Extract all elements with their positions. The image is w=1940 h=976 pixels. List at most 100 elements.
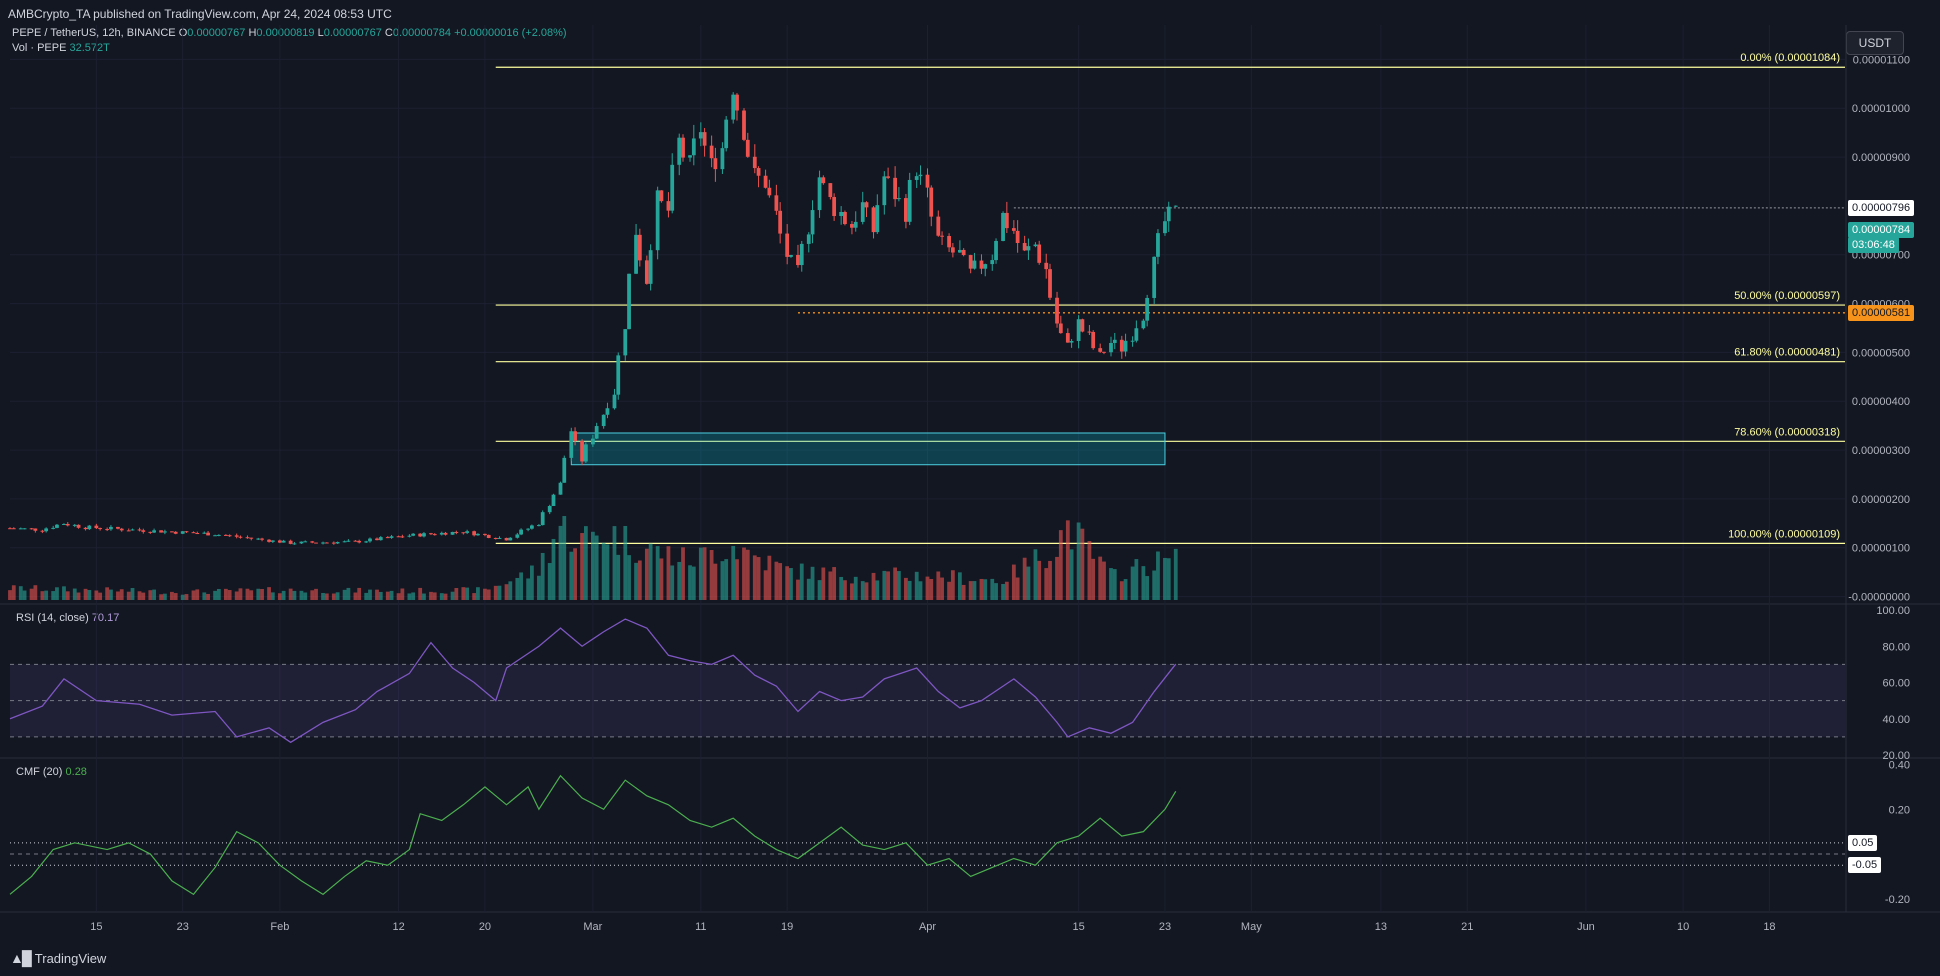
candle-body	[411, 533, 416, 536]
candle-body	[537, 525, 541, 527]
candle-body	[785, 233, 790, 257]
candle-body	[8, 528, 12, 530]
volume-bar	[778, 563, 783, 600]
tradingview-mark-icon: ▲█	[10, 950, 32, 966]
rsi-tick-label: 40.00	[1882, 714, 1910, 726]
volume-bar	[526, 578, 531, 600]
volume-bar	[40, 591, 45, 600]
candle-body	[720, 148, 725, 170]
time-tick-label: Jun	[1577, 921, 1595, 933]
candle-body	[875, 205, 880, 233]
candle-body	[936, 216, 941, 236]
candle-body	[688, 155, 692, 158]
fib-level-label: 0.00% (0.00001084)	[1740, 52, 1840, 64]
volume-bar	[109, 589, 113, 600]
cmf-upper-reference-tag: 0.05	[1848, 834, 1878, 851]
volume-bar	[465, 587, 470, 600]
price-tick-label: 0.00000100	[1852, 543, 1910, 555]
volume-bar	[1152, 570, 1157, 600]
candle-body	[55, 524, 59, 528]
volume-bar	[1109, 568, 1113, 600]
candle-body	[979, 260, 984, 269]
volume-bar	[76, 592, 81, 600]
volume-bar	[594, 535, 599, 600]
volume-bar	[411, 592, 416, 600]
volume-bar	[810, 566, 815, 600]
price-tick-label: 0.00000200	[1852, 494, 1910, 506]
volume-legend: Vol · PEPE 32.572T	[12, 42, 110, 54]
volume-bar	[223, 588, 228, 600]
candle-body	[864, 202, 869, 208]
candle-body	[789, 254, 793, 257]
candle-body	[51, 527, 56, 529]
volume-bar	[163, 593, 167, 600]
volume-bar	[994, 583, 998, 600]
candle-body	[1134, 328, 1139, 341]
volume-bar	[1004, 581, 1009, 600]
price-tick-label: 0.00000900	[1852, 152, 1910, 164]
candle-body	[439, 532, 444, 535]
volume-bar	[184, 594, 189, 600]
candle-body	[422, 533, 426, 537]
candle-body	[1033, 244, 1038, 247]
time-tick-label: 21	[1461, 921, 1473, 933]
candle-body	[634, 234, 638, 274]
high-label: H	[248, 27, 257, 39]
time-tick-label: 18	[1763, 921, 1775, 933]
volume-bar	[508, 581, 513, 600]
ohlc-legend: PEPE / TetherUS, 12h, BINANCE O0.0000076…	[12, 27, 567, 39]
candle-body	[94, 525, 99, 529]
volume-bar	[454, 588, 459, 600]
candle-body	[778, 210, 783, 234]
candle-body	[882, 176, 887, 206]
price-tick-label: 0.00000500	[1852, 347, 1910, 359]
candle-body	[767, 187, 772, 196]
candle-body	[418, 533, 423, 537]
candle-body	[839, 211, 844, 217]
volume-bar	[1065, 520, 1070, 600]
candle-body	[655, 190, 660, 251]
volume-bar	[234, 591, 239, 600]
volume-bar	[735, 559, 739, 600]
candle-body	[483, 533, 487, 535]
candle-body	[83, 527, 88, 530]
volume-bar	[904, 577, 908, 600]
time-tick-label: 23	[1159, 921, 1171, 933]
volume-bar	[1033, 549, 1038, 600]
candle-body	[238, 536, 243, 538]
volume-bar	[267, 587, 271, 600]
candle-body	[141, 530, 146, 532]
volume-bar	[634, 562, 638, 600]
volume-bar	[191, 590, 196, 600]
time-tick-label: May	[1241, 921, 1262, 933]
time-tick-label: Feb	[270, 921, 289, 933]
volume-bar	[310, 590, 315, 600]
volume-bar	[990, 578, 995, 600]
candle-body	[1080, 319, 1085, 332]
candle-body	[821, 177, 826, 184]
candle-body	[796, 254, 800, 266]
volume-bar	[659, 558, 664, 600]
candle-body	[648, 250, 653, 284]
candle-body	[33, 528, 38, 531]
candle-body	[583, 444, 588, 462]
volume-bar	[742, 547, 746, 600]
candle-body	[914, 176, 919, 180]
candle-body	[256, 538, 261, 540]
rsi-title: RSI (14, close)	[16, 612, 89, 624]
volume-bar	[961, 584, 966, 600]
volume-bar	[785, 566, 790, 600]
candle-body	[1163, 221, 1167, 234]
candle-body	[342, 541, 347, 543]
volume-bar	[1123, 579, 1128, 600]
candle-body	[904, 198, 908, 222]
price-tick-label: 0.00001100	[1853, 54, 1910, 66]
currency-button[interactable]: USDT	[1846, 31, 1904, 55]
volume-bar	[821, 567, 826, 600]
candle-body	[1141, 320, 1146, 329]
volume-bar	[590, 531, 595, 600]
volume-bar	[688, 565, 692, 600]
candle-body	[1152, 256, 1157, 298]
volume-bar	[637, 560, 642, 600]
